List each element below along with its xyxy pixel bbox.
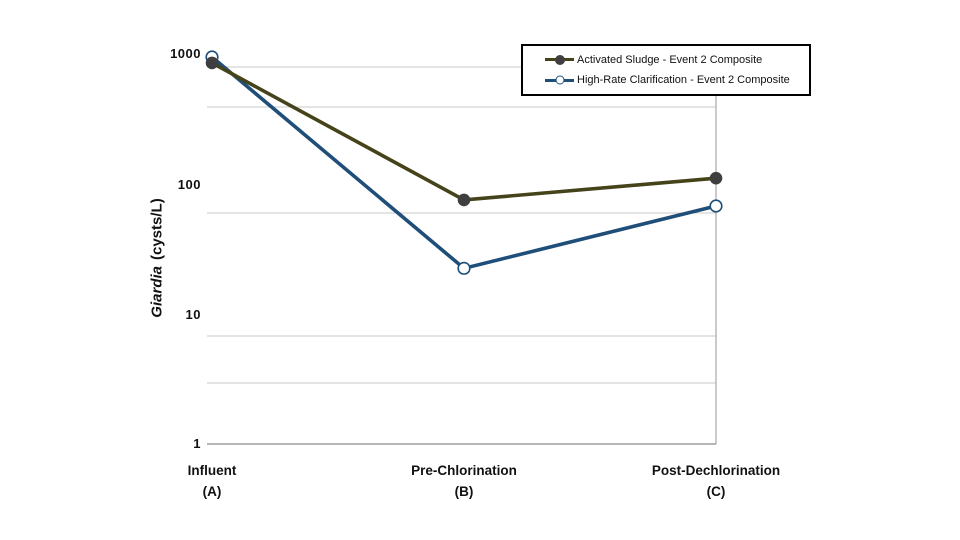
data-point-open-circle — [457, 261, 471, 275]
x-label-pre-chlorination-name: Pre-Chlorination — [411, 463, 517, 478]
x-label-post-dechlorination-name: Post-Dechlorination — [651, 463, 781, 478]
x-label-pre-chlorination: Pre-Chlorination (B) — [354, 460, 574, 502]
data-point-filled-circle — [709, 171, 723, 185]
x-label-influent-code: (A) — [202, 484, 222, 499]
x-label-pre-chlorination-code: (B) — [454, 484, 474, 499]
data-point-filled-circle — [205, 56, 219, 70]
data-point-open-circle — [709, 199, 723, 213]
legend-box: Activated Sludge - Event 2 Composite Hig… — [521, 44, 811, 96]
y-tick-100: 100 — [177, 177, 201, 192]
data-point-filled-circle — [457, 193, 471, 207]
y-axis-tick-labels: 1000 100 10 1 — [0, 0, 201, 540]
x-label-influent: Influent (A) — [102, 460, 322, 502]
legend-entry-activated-sludge: Activated Sludge - Event 2 Composite — [545, 53, 809, 66]
legend-entry-high-rate-clarification: High-Rate Clarification - Event 2 Compos… — [545, 74, 809, 87]
legend-marker-filled-circle-icon — [545, 53, 574, 66]
x-label-influent-name: Influent — [187, 463, 237, 478]
y-tick-1: 1 — [193, 436, 201, 451]
legend-marker-open-circle-icon — [545, 74, 574, 87]
legend-label-activated-sludge: Activated Sludge - Event 2 Composite — [577, 53, 763, 66]
y-tick-10: 10 — [185, 307, 201, 322]
x-label-post-dechlorination: Post-Dechlorination (C) — [606, 460, 826, 502]
legend-label-high-rate-clarification: High-Rate Clarification - Event 2 Compos… — [577, 74, 790, 87]
y-tick-1000: 1000 — [170, 46, 201, 61]
x-label-post-dechlorination-code: (C) — [706, 484, 726, 499]
